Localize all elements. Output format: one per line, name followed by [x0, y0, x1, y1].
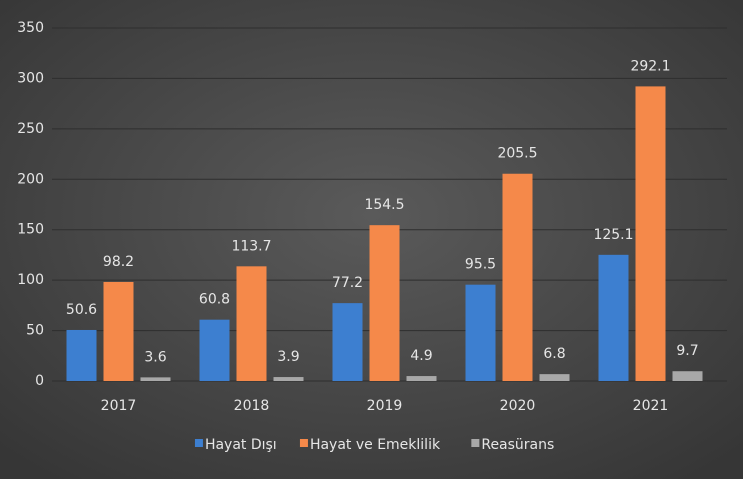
value-label: 205.5 [497, 146, 537, 162]
value-label: 95.5 [465, 257, 496, 273]
bar [406, 376, 437, 381]
legend-label: Hayat ve Emeklilik [310, 437, 441, 453]
y-tick-label: 150 [17, 222, 44, 238]
legend-label: Reasürans [481, 437, 554, 453]
value-label: 77.2 [332, 275, 363, 291]
x-tick-label: 2020 [500, 398, 536, 414]
bar [465, 284, 496, 381]
value-label: 3.6 [144, 349, 166, 365]
value-label: 9.7 [676, 343, 698, 359]
bar [539, 374, 570, 381]
bar [66, 329, 97, 381]
y-tick-label: 50 [26, 323, 44, 339]
y-tick-label: 300 [17, 70, 44, 86]
value-label: 154.5 [364, 197, 404, 213]
bar [140, 377, 171, 381]
value-label: 98.2 [103, 254, 134, 270]
x-tick-label: 2018 [234, 398, 270, 414]
x-tick-label: 2021 [633, 398, 669, 414]
bar [369, 225, 400, 381]
y-tick-label: 100 [17, 272, 44, 288]
legend-label: Hayat Dışı [205, 437, 277, 453]
y-tick-label: 0 [35, 373, 44, 389]
bar [598, 254, 629, 381]
bar [199, 319, 230, 381]
legend-swatch [471, 439, 480, 447]
y-tick-label: 200 [17, 171, 44, 187]
value-label: 113.7 [231, 238, 271, 254]
value-label: 6.8 [543, 346, 565, 362]
bar [332, 303, 363, 381]
value-label: 50.6 [66, 302, 97, 318]
value-label: 125.1 [593, 227, 633, 243]
y-tick-label: 250 [17, 121, 44, 137]
bar [672, 371, 703, 381]
x-tick-label: 2019 [367, 398, 403, 414]
value-label: 292.1 [630, 58, 670, 74]
bar [502, 173, 533, 381]
value-label: 4.9 [410, 348, 432, 364]
legend-swatch [194, 439, 203, 447]
x-tick-label: 2017 [101, 398, 137, 414]
bar [103, 281, 134, 381]
value-label: 3.9 [277, 349, 299, 365]
y-tick-label: 350 [17, 20, 44, 36]
bar [635, 86, 666, 381]
bar [273, 377, 304, 381]
bar [236, 266, 267, 381]
legend-swatch [299, 439, 308, 447]
value-label: 60.8 [199, 292, 230, 308]
